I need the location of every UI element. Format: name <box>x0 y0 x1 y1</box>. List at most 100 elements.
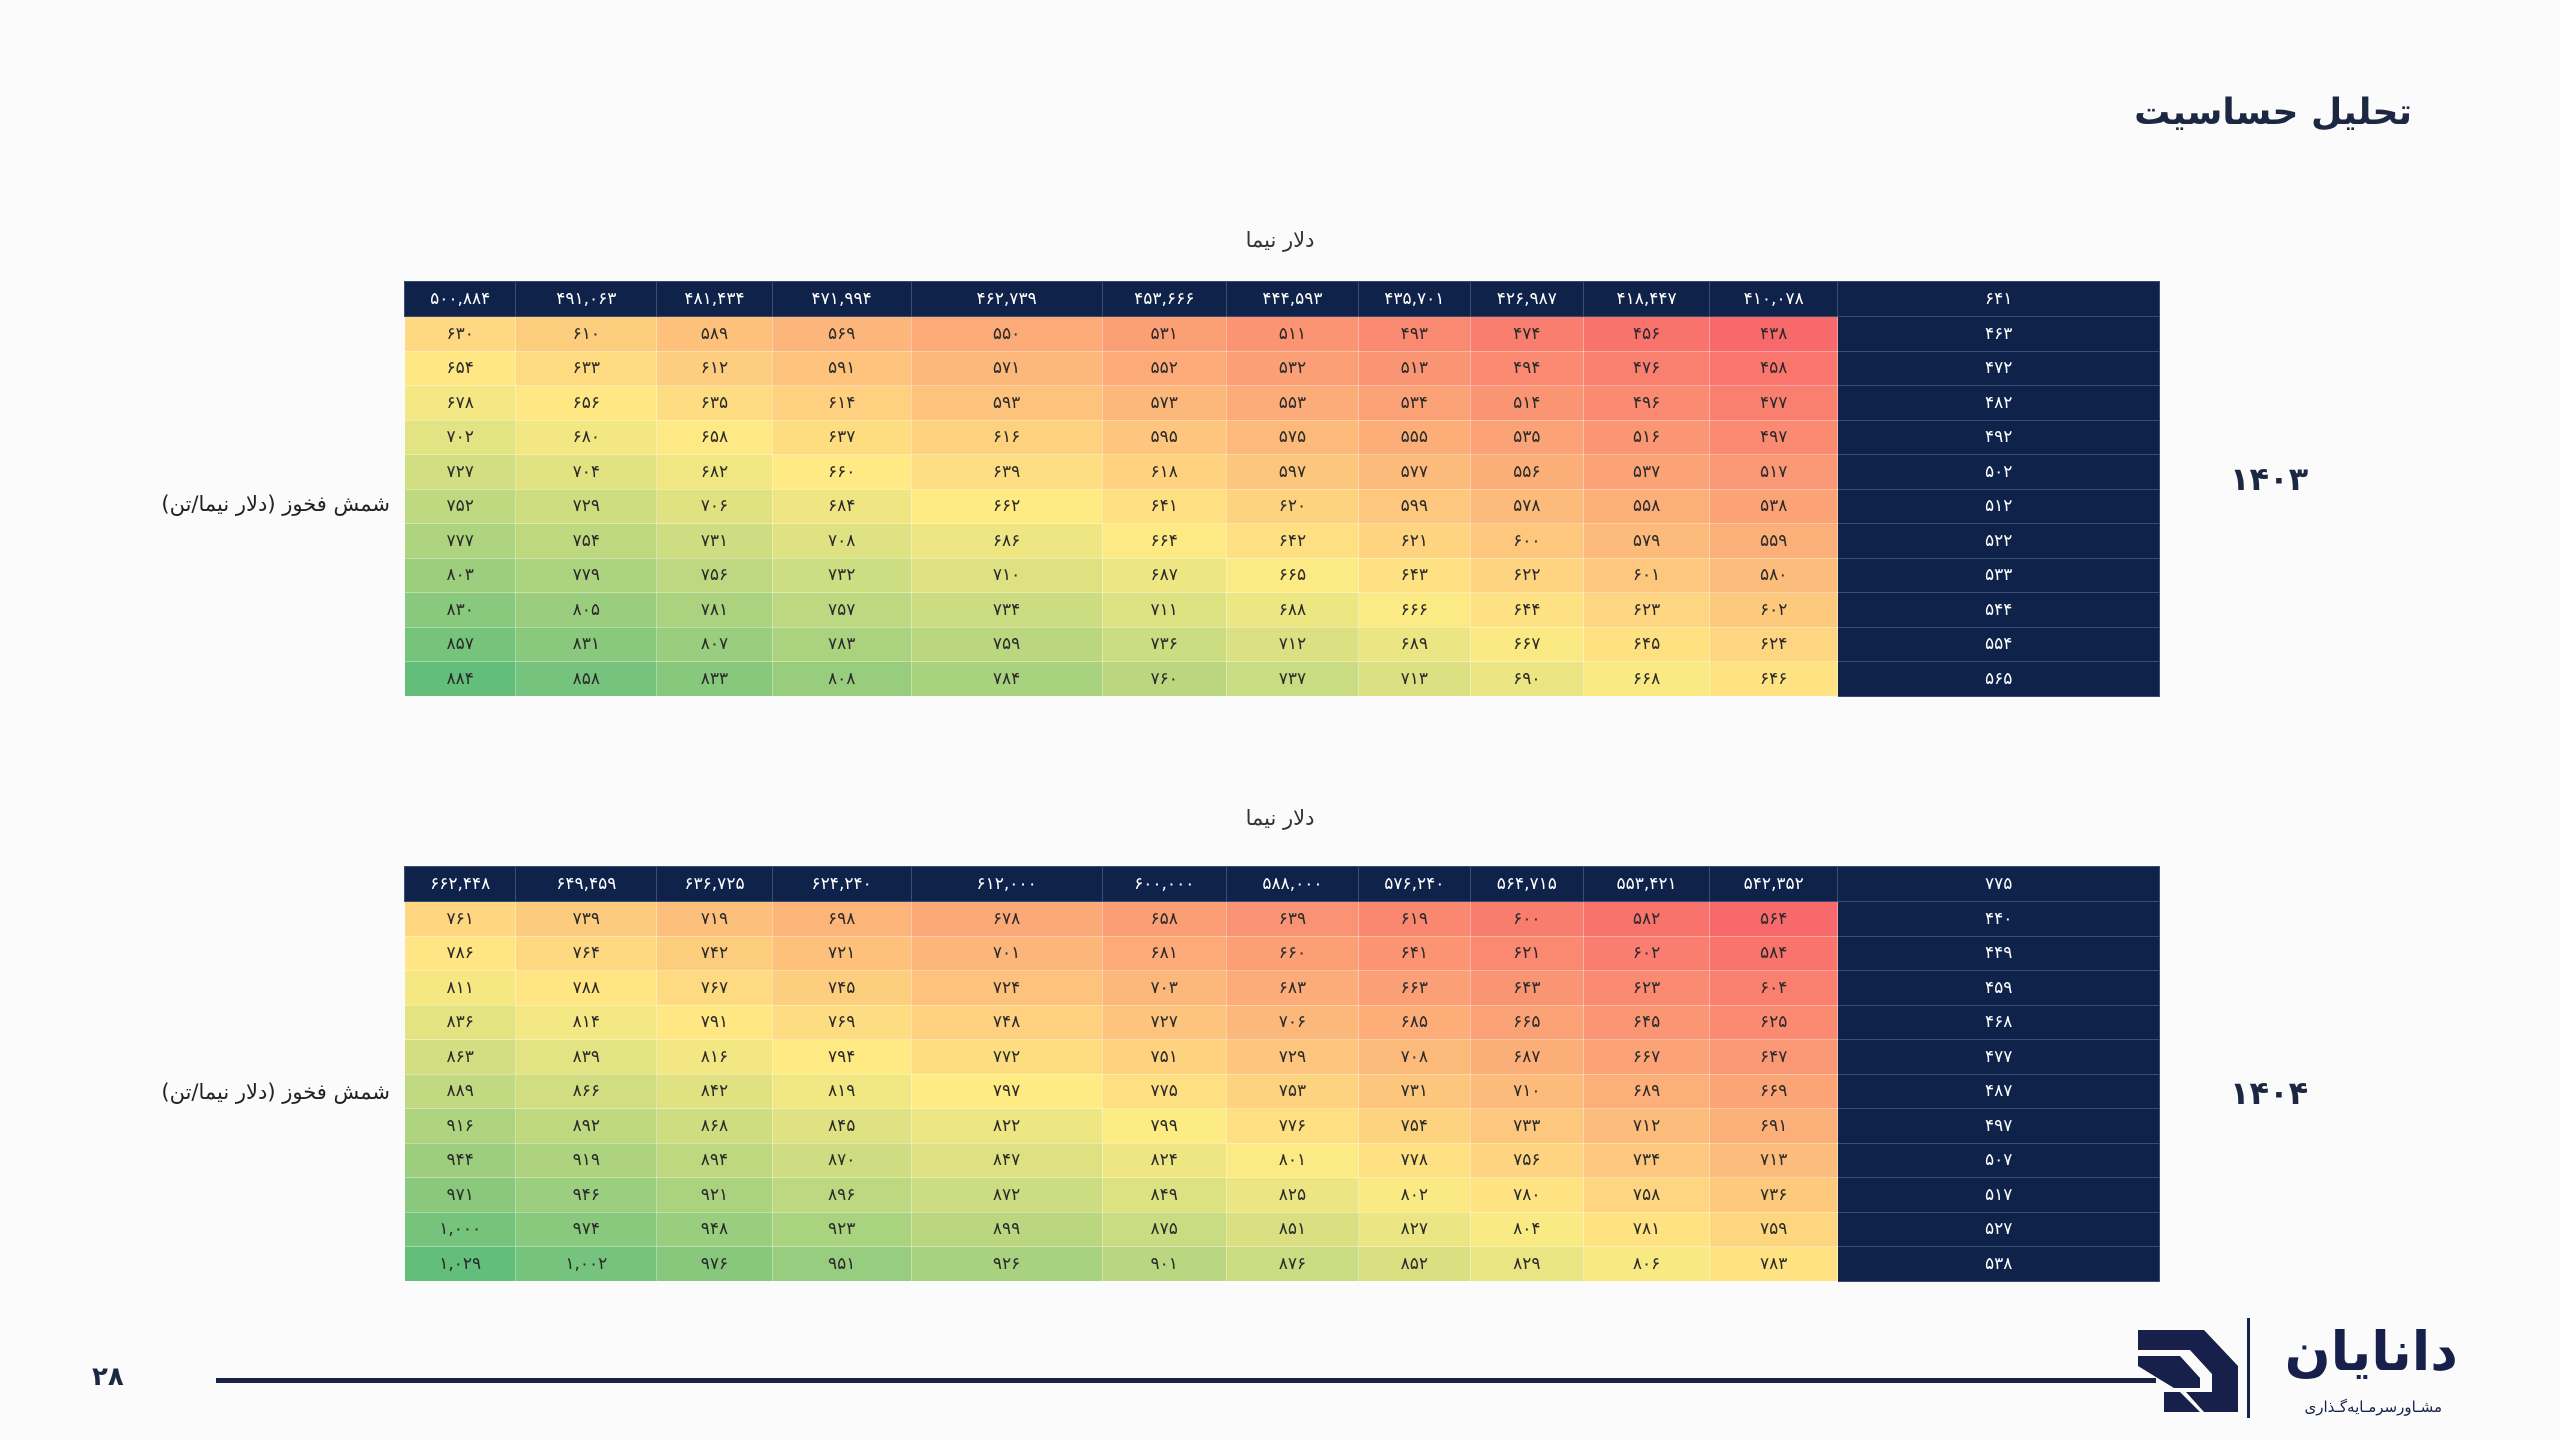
heatmap-cell: ۶۶۹ <box>1709 1073 1839 1109</box>
heatmap-cell: ۸۰۷ <box>656 626 773 662</box>
column-header: ۴۲۶,۹۸۷ <box>1469 281 1585 317</box>
heatmap-cell: ۹۷۶ <box>656 1246 773 1282</box>
heatmap-cell: ۶۶۳ <box>1358 970 1471 1006</box>
heatmap-cell: ۶۴۵ <box>1583 626 1711 662</box>
heatmap-cell: ۷۰۶ <box>1225 1004 1360 1040</box>
heatmap-cell: ۵۵۳ <box>1225 385 1360 421</box>
heatmap-cell: ۶۳۳ <box>515 350 658 386</box>
heatmap-cell: ۷۶۹ <box>771 1004 912 1040</box>
heatmap-cell: ۶۶۶ <box>1358 592 1471 628</box>
heatmap-cell: ۶۴۷ <box>1709 1039 1839 1075</box>
heatmap-cell: ۷۵۶ <box>1469 1142 1585 1178</box>
heatmap-cell: ۵۳۵ <box>1469 419 1585 455</box>
heatmap-cell: ۷۳۷ <box>1225 661 1360 697</box>
heatmap-cell: ۷۷۶ <box>1225 1108 1360 1144</box>
heatmap-cell: ۷۳۳ <box>1469 1108 1585 1144</box>
heatmap-cell: ۸۳۳ <box>656 661 773 697</box>
row-header: ۴۷۲ <box>1837 350 2160 386</box>
heatmap-cell: ۸۲۷ <box>1358 1211 1471 1247</box>
heatmap-cell: ۶۵۸ <box>656 419 773 455</box>
heatmap-cell: ۷۴۸ <box>910 1004 1103 1040</box>
heatmap-cell: ۸۰۳ <box>403 557 517 593</box>
table-header-row: ۵۰۰,۸۸۴ ۴۹۱,۰۶۳ ۴۸۱,۴۳۴ ۴۷۱,۹۹۴ ۴۶۲,۷۳۹ ۴۵۳,۶… <box>403 281 2160 317</box>
row-header: ۵۰۲ <box>1837 454 2160 490</box>
table-row: ۱,۰۰۰ ۹۷۴ ۹۴۸ ۹۲۳ ۸۹۹ ۸۷۵ ۸۵۱ ۸۲۷ ۸۰۴ ۷۸۱ ۷۵۹ ۵۲۷ <box>403 1211 2160 1247</box>
column-header: ۴۴۴,۵۹۳ <box>1225 281 1360 317</box>
row-header: ۵۳۳ <box>1837 557 2160 593</box>
heatmap-cell: ۶۲۱ <box>1469 935 1585 971</box>
heatmap-cell: ۷۰۳ <box>1101 970 1227 1006</box>
heatmap-cell: ۶۰۲ <box>1583 935 1711 971</box>
heatmap-cell: ۶۱۴ <box>771 385 912 421</box>
heatmap-cell: ۸۲۵ <box>1225 1177 1360 1213</box>
heatmap-cell: ۷۰۸ <box>1358 1039 1471 1075</box>
row-header: ۴۸۷ <box>1837 1073 2160 1109</box>
heatmap-cell: ۷۰۲ <box>403 419 517 455</box>
heatmap-cell: ۸۶۸ <box>656 1108 773 1144</box>
heatmap-cell: ۵۸۰ <box>1709 557 1839 593</box>
heatmap-cell: ۵۹۳ <box>910 385 1103 421</box>
heatmap-cell: ۸۲۴ <box>1101 1142 1227 1178</box>
sensitivity-table-1403: ۵۰۰,۸۸۴ ۴۹۱,۰۶۳ ۴۸۱,۴۳۴ ۴۷۱,۹۹۴ ۴۶۲,۷۳۹ ۴۵۳,۶… <box>403 281 2160 697</box>
heatmap-cell: ۶۲۵ <box>1709 1004 1839 1040</box>
heatmap-cell: ۵۱۳ <box>1358 350 1471 386</box>
heatmap-cell: ۷۵۲ <box>403 488 517 524</box>
heatmap-cell: ۵۵۹ <box>1709 523 1839 559</box>
heatmap-cell: ۷۳۴ <box>1583 1142 1711 1178</box>
heatmap-cell: ۷۱۳ <box>1358 661 1471 697</box>
heatmap-cell: ۶۶۷ <box>1469 626 1585 662</box>
heatmap-cell: ۶۶۴ <box>1101 523 1227 559</box>
column-header: ۴۸۱,۴۳۴ <box>656 281 773 317</box>
heatmap-cell: ۷۲۹ <box>1225 1039 1360 1075</box>
heatmap-cell: ۶۸۷ <box>1469 1039 1585 1075</box>
heatmap-cell: ۹۲۳ <box>771 1211 912 1247</box>
heatmap-cell: ۷۳۲ <box>771 557 912 593</box>
column-header: ۵۸۸,۰۰۰ <box>1225 866 1360 902</box>
heatmap-cell: ۶۶۰ <box>1225 935 1360 971</box>
column-header: ۶۲۴,۲۴۰ <box>771 866 912 902</box>
row-header: ۴۶۳ <box>1837 316 2160 352</box>
heatmap-cell: ۶۶۲ <box>910 488 1103 524</box>
heatmap-cell: ۶۸۱ <box>1101 935 1227 971</box>
table-row: ۶۷۸ ۶۵۶ ۶۳۵ ۶۱۴ ۵۹۳ ۵۷۳ ۵۵۳ ۵۳۴ ۵۱۴ ۴۹۶ ۴۷۷ ۴۸۲ <box>403 385 2160 421</box>
heatmap-cell: ۸۷۶ <box>1225 1246 1360 1282</box>
heatmap-cell: ۷۴۲ <box>656 935 773 971</box>
heatmap-cell: ۷۳۱ <box>1358 1073 1471 1109</box>
row-header: ۵۶۵ <box>1837 661 2160 697</box>
heatmap-cell: ۶۱۰ <box>515 316 658 352</box>
heatmap-cell: ۴۳۸ <box>1709 316 1839 352</box>
page-title: تحلیل حساسیت <box>2134 92 2412 133</box>
heatmap-cell: ۷۷۵ <box>1101 1073 1227 1109</box>
heatmap-cell: ۶۲۴ <box>1709 626 1839 662</box>
column-header: ۴۷۱,۹۹۴ <box>771 281 912 317</box>
heatmap-cell: ۶۰۱ <box>1583 557 1711 593</box>
heatmap-cell: ۵۹۱ <box>771 350 912 386</box>
heatmap-cell: ۶۶۵ <box>1469 1004 1585 1040</box>
column-header: ۶۴۹,۴۵۹ <box>515 866 658 902</box>
heatmap-cell: ۸۷۲ <box>910 1177 1103 1213</box>
heatmap-cell: ۶۱۹ <box>1358 901 1471 937</box>
heatmap-cell: ۷۷۹ <box>515 557 658 593</box>
heatmap-cell: ۶۸۴ <box>771 488 912 524</box>
heatmap-cell: ۷۹۴ <box>771 1039 912 1075</box>
heatmap-cell: ۷۲۱ <box>771 935 912 971</box>
heatmap-cell: ۷۶۷ <box>656 970 773 1006</box>
heatmap-cell: ۶۲۳ <box>1583 970 1711 1006</box>
heatmap-cell: ۹۷۱ <box>403 1177 517 1213</box>
heatmap-cell: ۵۱۷ <box>1709 454 1839 490</box>
row-header: ۵۰۷ <box>1837 1142 2160 1178</box>
heatmap-cell: ۶۲۳ <box>1583 592 1711 628</box>
heatmap-cell: ۷۱۲ <box>1225 626 1360 662</box>
heatmap-cell: ۷۳۶ <box>1709 1177 1839 1213</box>
heatmap-cell: ۶۷۸ <box>403 385 517 421</box>
heatmap-cell: ۴۵۶ <box>1583 316 1711 352</box>
heatmap-cell: ۷۷۸ <box>1358 1142 1471 1178</box>
heatmap-cell: ۸۶۳ <box>403 1039 517 1075</box>
row-header: ۵۲۲ <box>1837 523 2160 559</box>
table-row: ۹۴۴ ۹۱۹ ۸۹۴ ۸۷۰ ۸۴۷ ۸۲۴ ۸۰۱ ۷۷۸ ۷۵۶ ۷۳۴ ۷۱۳ ۵۰۷ <box>403 1142 2160 1178</box>
heatmap-cell: ۸۹۴ <box>656 1142 773 1178</box>
table-row: ۷۵۲ ۷۲۹ ۷۰۶ ۶۸۴ ۶۶۲ ۶۴۱ ۶۲۰ ۵۹۹ ۵۷۸ ۵۵۸ ۵۳۸ ۵۱۲ <box>403 488 2160 524</box>
heatmap-cell: ۵۵۶ <box>1469 454 1585 490</box>
heatmap-cell: ۷۷۲ <box>910 1039 1103 1075</box>
year-label-1403: ۱۴۰۳ <box>2230 460 2309 498</box>
